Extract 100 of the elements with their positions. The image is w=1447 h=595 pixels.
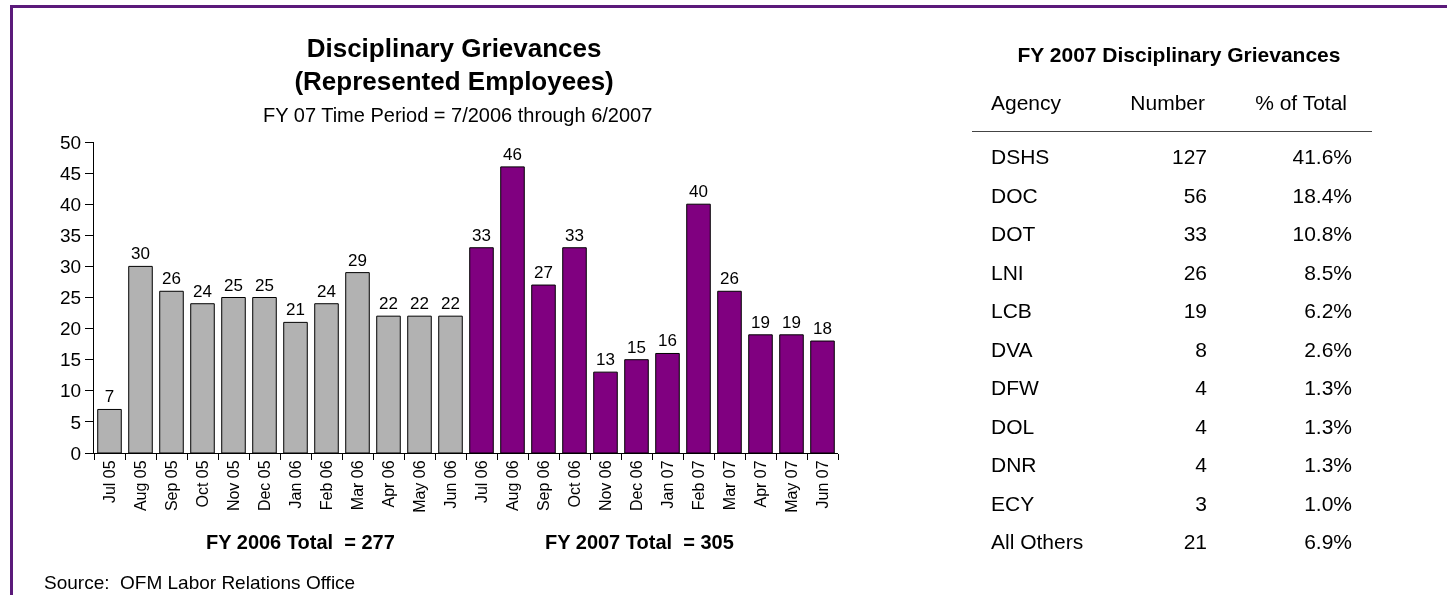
data-label: 25 — [255, 275, 274, 295]
category-label: ECY — [991, 491, 1035, 516]
x-tick-label: Nov 05 — [224, 460, 242, 512]
x-tick-label: Aug 06 — [503, 460, 521, 512]
data-label: 1.0% — [1304, 491, 1352, 516]
data-label: 21 — [1183, 529, 1207, 555]
data-label: 6.9% — [1304, 529, 1352, 555]
text: Agency — [991, 90, 1062, 116]
x-tick-label: Oct 05 — [193, 460, 211, 508]
y-tick-label: 0 — [70, 442, 82, 464]
data-label: 10.8% — [1292, 221, 1352, 247]
data-label: 4 — [1195, 452, 1207, 478]
data-label: 26 — [1183, 260, 1207, 285]
source-note: Source: OFM Labor Relations Office — [44, 572, 356, 593]
data-label: 19 — [751, 312, 770, 332]
y-tick-label: 50 — [60, 131, 82, 153]
y-tick-label: 40 — [60, 193, 82, 215]
data-label: 13 — [596, 350, 615, 370]
data-label: 7 — [104, 387, 115, 407]
data-label: 19 — [1183, 298, 1207, 324]
x-tick-label: Feb 06 — [317, 460, 335, 511]
x-tick-label: Sep 06 — [534, 460, 552, 512]
y-tick-label: 30 — [60, 256, 82, 278]
data-label: 1.3% — [1304, 414, 1352, 439]
data-label: 26 — [162, 269, 181, 289]
y-tick-label: 35 — [60, 224, 82, 246]
y-tick-label: 45 — [60, 162, 82, 184]
x-tick-label: Mar 07 — [720, 460, 738, 511]
data-label: 22 — [379, 294, 398, 314]
data-label: 26 — [720, 269, 739, 289]
data-label: 1.3% — [1304, 452, 1352, 478]
x-tick-label: Jul 06 — [472, 460, 490, 504]
y-tick-label: 25 — [60, 287, 82, 309]
data-label: 8 — [1195, 337, 1207, 362]
x-tick-label: Dec 06 — [627, 460, 645, 512]
category-label: DOL — [991, 414, 1035, 439]
y-tick-label: 10 — [60, 380, 82, 402]
data-label: 22 — [410, 294, 429, 314]
text: Number — [1130, 90, 1205, 116]
x-tick-label: May 07 — [782, 460, 800, 513]
category-label: DVA — [991, 337, 1033, 362]
x-tick-label: Jun 06 — [441, 460, 459, 509]
data-label: 33 — [1183, 221, 1207, 247]
data-label: 56 — [1183, 183, 1207, 208]
category-label: DSHS — [991, 144, 1050, 170]
data-label: 33 — [565, 225, 584, 245]
x-tick-label: May 06 — [410, 460, 428, 513]
x-tick-label: Sep 05 — [162, 460, 180, 512]
chart-title: Disciplinary Grievances (Represented Employees) — [294, 32, 614, 97]
x-tick-label: Jan 06 — [286, 460, 304, 509]
data-label: 18 — [813, 319, 832, 339]
category-label: DOT — [991, 221, 1036, 247]
category-label: LCB — [991, 298, 1032, 324]
data-label: 19 — [782, 312, 801, 332]
x-tick-label: Feb 07 — [689, 460, 707, 511]
data-label: 4 — [1195, 375, 1207, 401]
data-label: 1.3% — [1304, 375, 1352, 401]
data-label: 25 — [224, 275, 243, 295]
x-tick-label: Dec 05 — [255, 460, 273, 512]
x-tick-label: Jan 07 — [658, 460, 676, 509]
data-label: 46 — [503, 144, 522, 164]
x-tick-label: Mar 06 — [348, 460, 366, 511]
data-label: 33 — [472, 225, 491, 245]
text: FY 2007 Total = 305 — [545, 531, 734, 553]
data-label: 29 — [348, 250, 367, 270]
data-label: 3 — [1195, 491, 1207, 516]
category-label: All Others — [991, 529, 1084, 555]
category-label: LNI — [991, 260, 1024, 285]
data-label: 22 — [441, 294, 460, 314]
data-label: 16 — [658, 331, 677, 351]
x-tick-label: Aug 05 — [131, 460, 149, 512]
data-label: 6.2% — [1304, 298, 1352, 324]
data-label: 15 — [627, 337, 646, 357]
data-label: 8.5% — [1304, 260, 1352, 285]
data-label: 4 — [1195, 414, 1207, 439]
x-tick-label: Jun 07 — [813, 460, 831, 509]
data-label: 21 — [286, 300, 305, 320]
data-label: 24 — [317, 281, 336, 301]
y-tick-label: 20 — [60, 318, 82, 340]
category-label: DNR — [991, 452, 1037, 478]
chart-subtitle: FY 07 Time Period = 7/2006 through 6/2007 — [263, 104, 653, 126]
data-label: 2.6% — [1304, 337, 1352, 362]
data-label: 27 — [534, 263, 553, 283]
x-tick-label: Apr 07 — [751, 460, 769, 508]
y-tick-label: 15 — [60, 349, 82, 371]
text: FY 2006 Total = 277 — [206, 531, 395, 553]
data-label: 18.4% — [1292, 183, 1352, 208]
data-label: 41.6% — [1292, 144, 1352, 170]
text: FY 2007 Disciplinary Grievances — [1017, 42, 1341, 68]
data-label: 30 — [131, 244, 150, 264]
data-label: 127 — [1171, 144, 1207, 170]
x-tick-label: Apr 06 — [379, 460, 397, 508]
data-label: 40 — [689, 182, 708, 202]
text: % of Total — [1255, 90, 1347, 116]
category-label: DFW — [991, 375, 1039, 401]
x-tick-label: Nov 06 — [596, 460, 614, 512]
data-label: 24 — [193, 281, 212, 301]
x-tick-label: Jul 05 — [100, 460, 118, 504]
category-label: DOC — [991, 183, 1038, 208]
x-tick-label: Oct 06 — [565, 460, 583, 508]
